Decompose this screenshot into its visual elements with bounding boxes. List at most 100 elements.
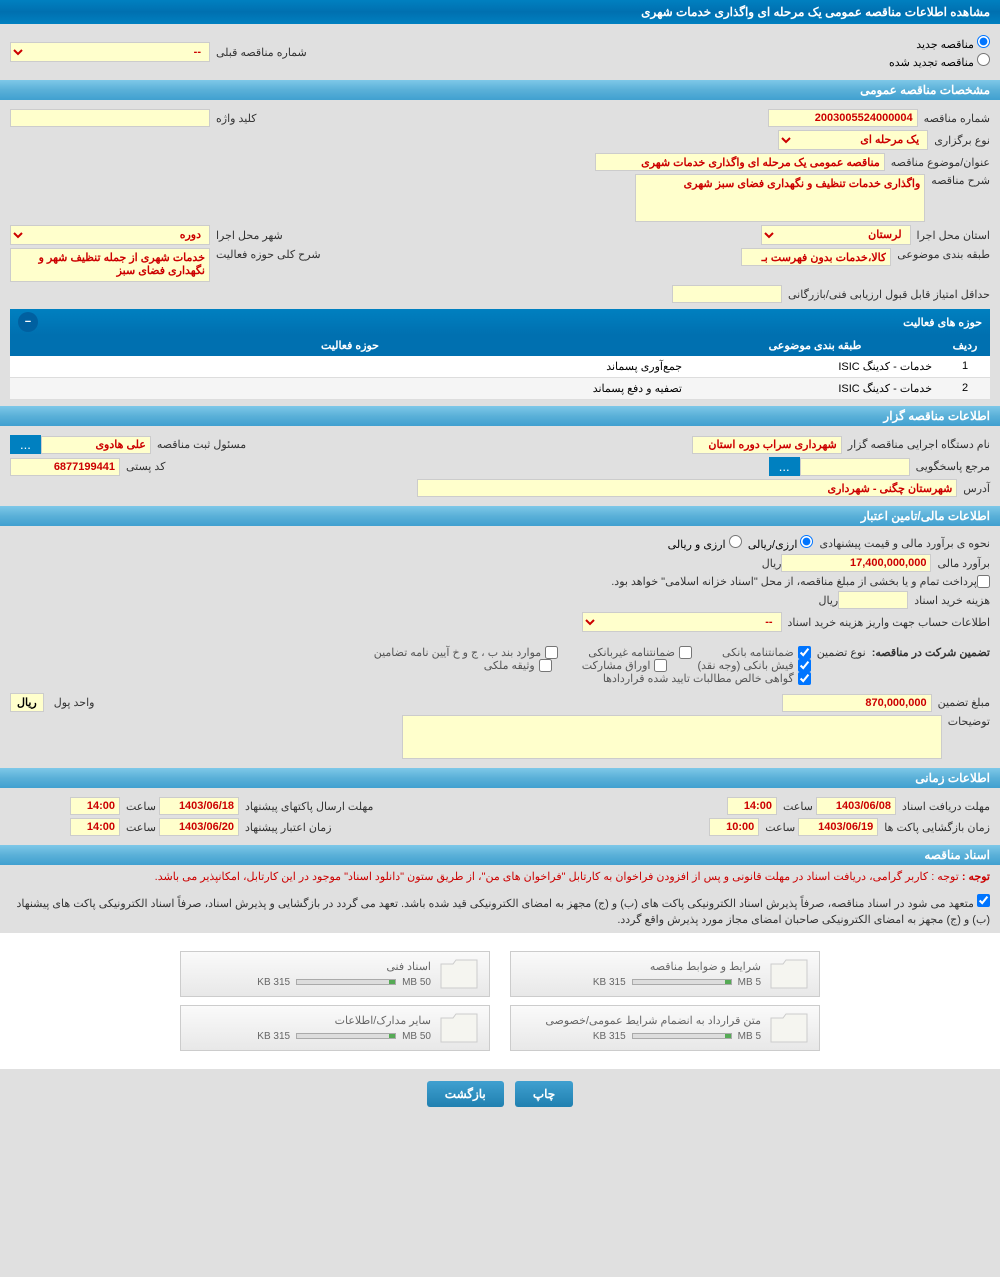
desc-textarea[interactable]: واگذاری خدمات تنظیف و نگهداری فضای سبز ش… [635,174,925,222]
doc-card[interactable]: اسناد فنی 50 MB 315 KB [180,951,490,997]
purchase-input[interactable] [838,591,908,609]
opt1-radio[interactable]: ارزی/ریالی [748,535,814,551]
response-input[interactable] [800,458,910,476]
purchase-curr: ریال [818,594,838,607]
min-score-label: حداقل امتیاز قابل قبول ارزیابی فنی/بازرگ… [788,288,990,301]
min-score-input[interactable] [672,285,782,303]
notes-textarea[interactable] [402,715,942,759]
new-tender-label: مناقصه جدید [916,39,974,51]
notice-label: توجه : [962,871,990,883]
chk-bonds[interactable]: اوراق مشارکت [582,659,668,672]
radio-renewed-tender[interactable]: مناقصه تجدید شده [307,53,990,69]
back-button[interactable]: بازگشت [427,1081,504,1107]
treasury-note: پرداخت تمام و یا بخشی از مبلغ مناقصه، از… [611,575,977,588]
chk-bank[interactable]: ضمانتنامه بانکی [722,646,811,659]
table-row: 1 خدمات - کدینگ ISIC جمع‌آوری پسماند [10,356,990,378]
hold-type-select[interactable]: یک مرحله ای [778,130,928,150]
prev-tender-label: شماره مناقصه قبلی [216,46,307,59]
radio-new-tender[interactable]: مناقصه جدید [307,35,990,51]
progress-bar [296,979,396,985]
cell-act: تصفیه و دفع پسماند [10,378,690,399]
collapse-icon[interactable]: − [18,312,38,332]
category-label: طبقه بندی موضوعی [897,248,990,261]
open-label: زمان بازگشایی پاکت ها [884,821,990,834]
category-input[interactable] [741,248,891,266]
print-button[interactable]: چاپ [515,1081,573,1107]
receive-time[interactable] [727,797,777,815]
folder-icon [769,958,809,990]
account-label: اطلاعات حساب جهت واریز هزینه خرید اسناد [788,616,990,629]
city-label: شهر محل اجرا [216,229,283,242]
doc-max: 5 MB [738,977,761,988]
province-select[interactable]: لرستان [761,225,911,245]
send-date[interactable] [159,797,239,815]
commit-checkbox[interactable] [977,894,990,907]
address-input[interactable] [417,479,957,497]
page-title: مشاهده اطلاعات مناقصه عمومی یک مرحله ای … [0,0,1000,24]
send-time[interactable] [70,797,120,815]
hold-type-label: نوع برگزاری [934,134,990,147]
cell-cat: خدمات - کدینگ ISIC [690,356,940,377]
open-time[interactable] [709,818,759,836]
purchase-label: هزینه خرید اسناد [914,594,990,607]
prev-tender-select[interactable]: -- [10,42,210,62]
keyword-label: کلید واژه [216,112,256,125]
account-select[interactable]: -- [582,612,782,632]
valid-time[interactable] [70,818,120,836]
doc-size: 315 KB [593,1031,626,1042]
progress-bar [296,1033,396,1039]
field-textarea[interactable]: خدمات شهری از جمله تنظیف شهر و نگهداری ف… [10,248,210,282]
open-date[interactable] [798,818,878,836]
postal-input[interactable] [10,458,120,476]
renewed-tender-radio[interactable] [977,53,990,66]
section-docs: اسناد مناقصه [0,845,1000,865]
desc-label: شرح مناقصه [931,174,990,187]
registrar-lookup-button[interactable]: ... [10,435,41,454]
guarantee-type-label: نوع تضمین [817,646,866,659]
chk-property[interactable]: وثیقه ملکی [484,659,552,672]
valid-date[interactable] [159,818,239,836]
doc-max: 50 MB [402,977,431,988]
tender-no-input[interactable] [768,109,918,127]
doc-size: 315 KB [593,977,626,988]
doc-size: 315 KB [257,1031,290,1042]
cell-num: 2 [940,378,990,399]
send-label: مهلت ارسال پاکتهای پیشنهاد [245,800,373,813]
col-act: حوزه فعالیت [10,335,690,356]
field-label: شرح کلی حوزه فعالیت [216,248,321,261]
doc-card[interactable]: شرایط و ضوابط مناقصه 5 MB 315 KB [510,951,820,997]
guarantee-amt-input[interactable] [782,694,932,712]
doc-card[interactable]: سایر مدارک/اطلاعات 50 MB 315 KB [180,1005,490,1051]
chk-cash[interactable]: فیش بانکی (وجه نقد) [697,659,810,672]
exec-name-input[interactable] [692,436,842,454]
city-select[interactable]: دوره [10,225,210,245]
chk-abc[interactable]: موارد بند ب ، ج و خ آیین نامه تضامین [374,646,558,659]
new-tender-radio[interactable] [977,35,990,48]
est-curr: ریال [762,557,782,570]
treasury-checkbox[interactable] [977,575,990,588]
est-input[interactable] [781,554,931,572]
time-lbl4: ساعت [126,821,156,834]
commit-text: متعهد می شود در اسناد مناقصه، صرفاً پذیر… [17,898,990,927]
doc-card[interactable]: متن قرارداد به انضمام شرایط عمومی/خصوصی … [510,1005,820,1051]
renewed-tender-label: مناقصه تجدید شده [889,57,974,69]
keyword-input[interactable] [10,109,210,127]
grid-title: حوزه های فعالیت [903,316,982,329]
subject-label: عنوان/موضوع مناقصه [891,156,990,169]
doc-title: اسناد فنی [191,960,431,973]
address-label: آدرس [963,482,990,495]
guarantee-amt-label: مبلغ تضمین [938,696,990,709]
receive-date[interactable] [816,797,896,815]
section-timing: اطلاعات زمانی [0,768,1000,788]
doc-max: 5 MB [738,1031,761,1042]
activity-grid: حوزه های فعالیت − ردیف طبقه بندی موضوعی … [10,309,990,400]
response-lookup-button[interactable]: ... [769,457,800,476]
registrar-input[interactable] [41,436,151,454]
opt2-radio[interactable]: ارزی و ریالی [668,535,742,551]
postal-label: کد پستی [126,460,165,473]
chk-receivables[interactable]: گواهی خالص مطالبات تایید شده قراردادها [603,672,811,685]
chk-nonbank[interactable]: ضمانتنامه غیربانکی [588,646,692,659]
doc-size: 315 KB [257,977,290,988]
notes-label: توضیحات [948,715,990,728]
subject-input[interactable] [595,153,885,171]
